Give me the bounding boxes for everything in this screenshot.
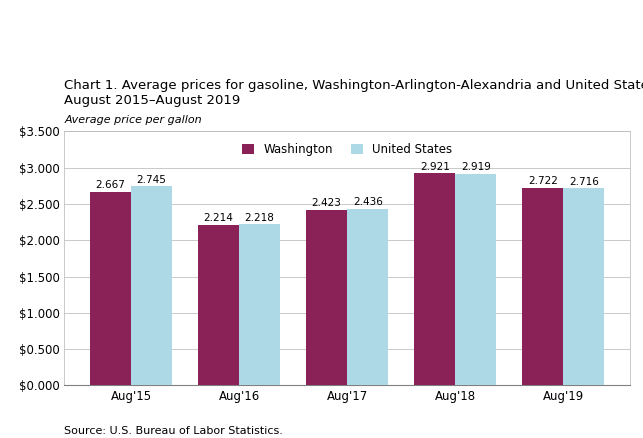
Bar bbox=[563, 188, 604, 385]
Text: 2.214: 2.214 bbox=[204, 213, 233, 223]
Text: Chart 1. Average prices for gasoline, Washington-Arlington-Alexandria and United: Chart 1. Average prices for gasoline, Wa… bbox=[64, 79, 643, 92]
Text: 2.745: 2.745 bbox=[137, 175, 167, 185]
Legend: Washington, United States: Washington, United States bbox=[239, 140, 456, 160]
Text: 2.218: 2.218 bbox=[245, 213, 275, 223]
Bar bbox=[239, 224, 280, 385]
Text: Average price per gallon: Average price per gallon bbox=[64, 115, 202, 125]
Text: 2.921: 2.921 bbox=[420, 162, 449, 172]
Text: 2.722: 2.722 bbox=[528, 177, 557, 187]
Bar bbox=[90, 192, 131, 385]
Text: Source: U.S. Bureau of Labor Statistics.: Source: U.S. Bureau of Labor Statistics. bbox=[64, 426, 283, 436]
Text: 2.716: 2.716 bbox=[569, 177, 599, 187]
Bar bbox=[131, 186, 172, 385]
Text: 2.919: 2.919 bbox=[461, 162, 491, 172]
Text: 2.423: 2.423 bbox=[312, 198, 341, 208]
Text: 2.667: 2.667 bbox=[96, 180, 125, 191]
Text: August 2015–August 2019: August 2015–August 2019 bbox=[64, 94, 240, 107]
Bar bbox=[414, 173, 455, 385]
Bar bbox=[455, 173, 496, 385]
Bar bbox=[522, 188, 563, 385]
Bar bbox=[306, 209, 347, 385]
Bar bbox=[347, 208, 388, 385]
Text: 2.436: 2.436 bbox=[353, 197, 383, 207]
Bar bbox=[198, 225, 239, 385]
